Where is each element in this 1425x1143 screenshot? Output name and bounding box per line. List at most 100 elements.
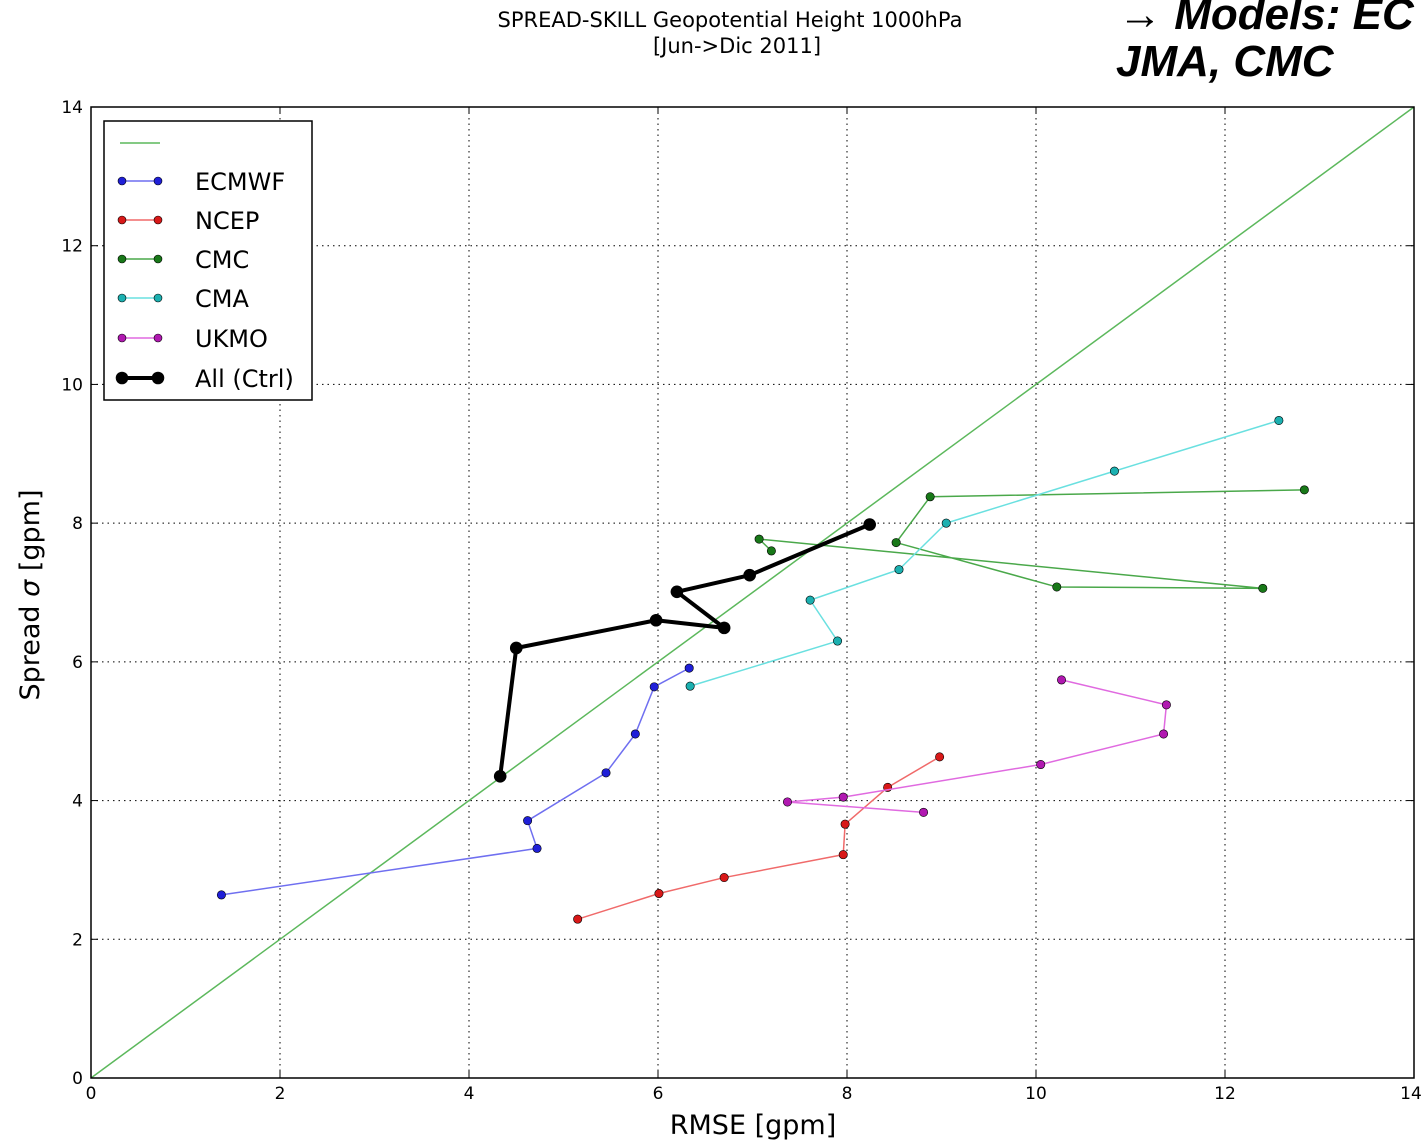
x-tick-label-7: 14 — [1400, 1084, 1422, 1104]
legend-swatch-marker-3-1 — [153, 293, 163, 303]
series-5-point-3 — [717, 621, 731, 635]
series-4-point-5 — [1161, 700, 1171, 710]
y-tick-label-4: 8 — [72, 514, 83, 534]
series-4-point-4 — [1159, 729, 1169, 739]
x-tick-label-5: 10 — [1025, 1084, 1047, 1104]
series-4-point-1 — [782, 797, 792, 807]
series-5-point-5 — [743, 568, 756, 582]
series-2-point-5 — [925, 492, 935, 502]
legend-swatch-marker-4-0 — [117, 333, 127, 343]
y-tick-label-2: 4 — [72, 792, 83, 812]
y-tick-label-3: 6 — [72, 653, 83, 673]
series-2 — [754, 485, 1309, 593]
y-tick-label-7: 14 — [61, 98, 83, 118]
chart-title: SPREAD-SKILL Geopotential Height 1000hPa — [498, 8, 963, 32]
series-3 — [685, 415, 1284, 691]
legend-label-2: CMC — [195, 246, 249, 274]
legend-swatch-marker-1-0 — [117, 215, 127, 225]
series-3-point-5 — [1109, 466, 1119, 476]
y-tick-label-5: 10 — [61, 375, 83, 395]
y-tick-label-1: 2 — [72, 930, 83, 950]
series-line-0 — [221, 667, 690, 896]
series-line-1 — [577, 756, 940, 920]
series-0-point-6 — [684, 663, 694, 673]
legend-swatch-marker-4-1 — [153, 333, 163, 343]
series-line-4 — [786, 679, 1168, 814]
chart-subtitle: [Jun->Dic 2011] — [653, 34, 821, 58]
x-tick-label-1: 2 — [275, 1084, 286, 1104]
legend-swatch-marker-2-1 — [153, 254, 163, 264]
series-4-point-6 — [1057, 675, 1067, 685]
series-5-point-2 — [649, 613, 663, 627]
legend-label-3: CMA — [195, 285, 249, 313]
series-line-5 — [498, 522, 871, 777]
y-axis-label-suffix: [gpm] — [15, 489, 46, 579]
x-tick-label-3: 6 — [653, 1084, 664, 1104]
legend-swatch-marker-0-0 — [117, 176, 127, 186]
series-0-point-1 — [532, 843, 542, 853]
tick-layer: 0 2 4 6 8 10 12 14 0 2 4 6 8 10 12 14 — [61, 98, 1421, 1104]
x-axis-label: RMSE [gpm] — [670, 1110, 836, 1141]
series-5 — [493, 518, 876, 783]
series-0-point-0 — [216, 890, 226, 900]
x-tick-label-0: 0 — [86, 1084, 97, 1104]
series-4-point-3 — [1036, 760, 1046, 770]
corner-note-line2: JMA, CMC — [1116, 37, 1335, 86]
legend-swatch-marker-3-0 — [117, 293, 127, 303]
series-2-point-3 — [1052, 582, 1062, 592]
series-2-point-2 — [1258, 583, 1268, 593]
reference-line-layer — [90, 106, 1415, 1079]
legend-box — [103, 120, 313, 401]
series-1-point-3 — [838, 850, 848, 860]
series-5-point-0 — [493, 769, 507, 783]
legend-swatch-marker-5-1 — [151, 371, 165, 385]
series-5-point-1 — [509, 641, 523, 655]
series-4 — [782, 675, 1171, 817]
series-5-point-4 — [670, 585, 684, 599]
series-layer — [216, 415, 1309, 924]
legend-swatch-marker-1-1 — [153, 215, 163, 225]
plot-frame — [90, 106, 1415, 1079]
series-1-point-4 — [840, 819, 850, 829]
legend-label-5: All (Ctrl) — [195, 365, 294, 393]
series-1-point-6 — [935, 752, 945, 762]
series-line-3 — [689, 419, 1280, 687]
series-3-point-3 — [894, 565, 904, 575]
series-3-point-0 — [685, 681, 695, 691]
series-1-point-2 — [719, 873, 729, 883]
series-0-point-2 — [523, 816, 533, 826]
series-0 — [216, 663, 694, 900]
series-4-point-2 — [838, 792, 848, 802]
y-axis-label-symbol: σ — [15, 579, 46, 597]
series-1-point-1 — [654, 889, 664, 899]
series-5-point-6 — [863, 518, 876, 531]
series-0-point-4 — [630, 729, 640, 739]
series-1 — [573, 752, 945, 924]
series-2-point-1 — [754, 534, 764, 544]
x-tick-label-2: 4 — [464, 1084, 475, 1104]
legend-swatch-marker-0-1 — [153, 176, 163, 186]
series-2-point-6 — [1299, 485, 1309, 495]
series-3-point-1 — [833, 636, 843, 646]
series-0-point-3 — [601, 768, 611, 778]
x-tick-label-6: 12 — [1214, 1084, 1236, 1104]
series-line-2 — [758, 489, 1305, 590]
y-tick-label-6: 12 — [61, 237, 83, 257]
corner-note-line1: → Models: EC — [1118, 0, 1415, 39]
grid — [91, 107, 1414, 1078]
y-axis-label-prefix: Spread — [15, 597, 46, 701]
series-1-point-0 — [573, 914, 583, 924]
series-2-point-4 — [891, 538, 901, 548]
series-3-point-4 — [941, 518, 951, 528]
reference-line — [90, 106, 1415, 1079]
legend-label-0: ECMWF — [195, 168, 285, 196]
y-tick-label-0: 0 — [72, 1069, 83, 1089]
series-3-point-6 — [1274, 415, 1284, 425]
legend: ECMWF NCEP CMC CMA UKMO All (Ctrl) — [103, 120, 313, 401]
legend-swatch-marker-5-0 — [115, 371, 129, 385]
series-2-point-0 — [766, 546, 776, 556]
series-0-point-5 — [649, 682, 659, 692]
legend-swatch-marker-2-0 — [117, 254, 127, 264]
y-axis-label: Spread σ [gpm] — [15, 489, 46, 700]
